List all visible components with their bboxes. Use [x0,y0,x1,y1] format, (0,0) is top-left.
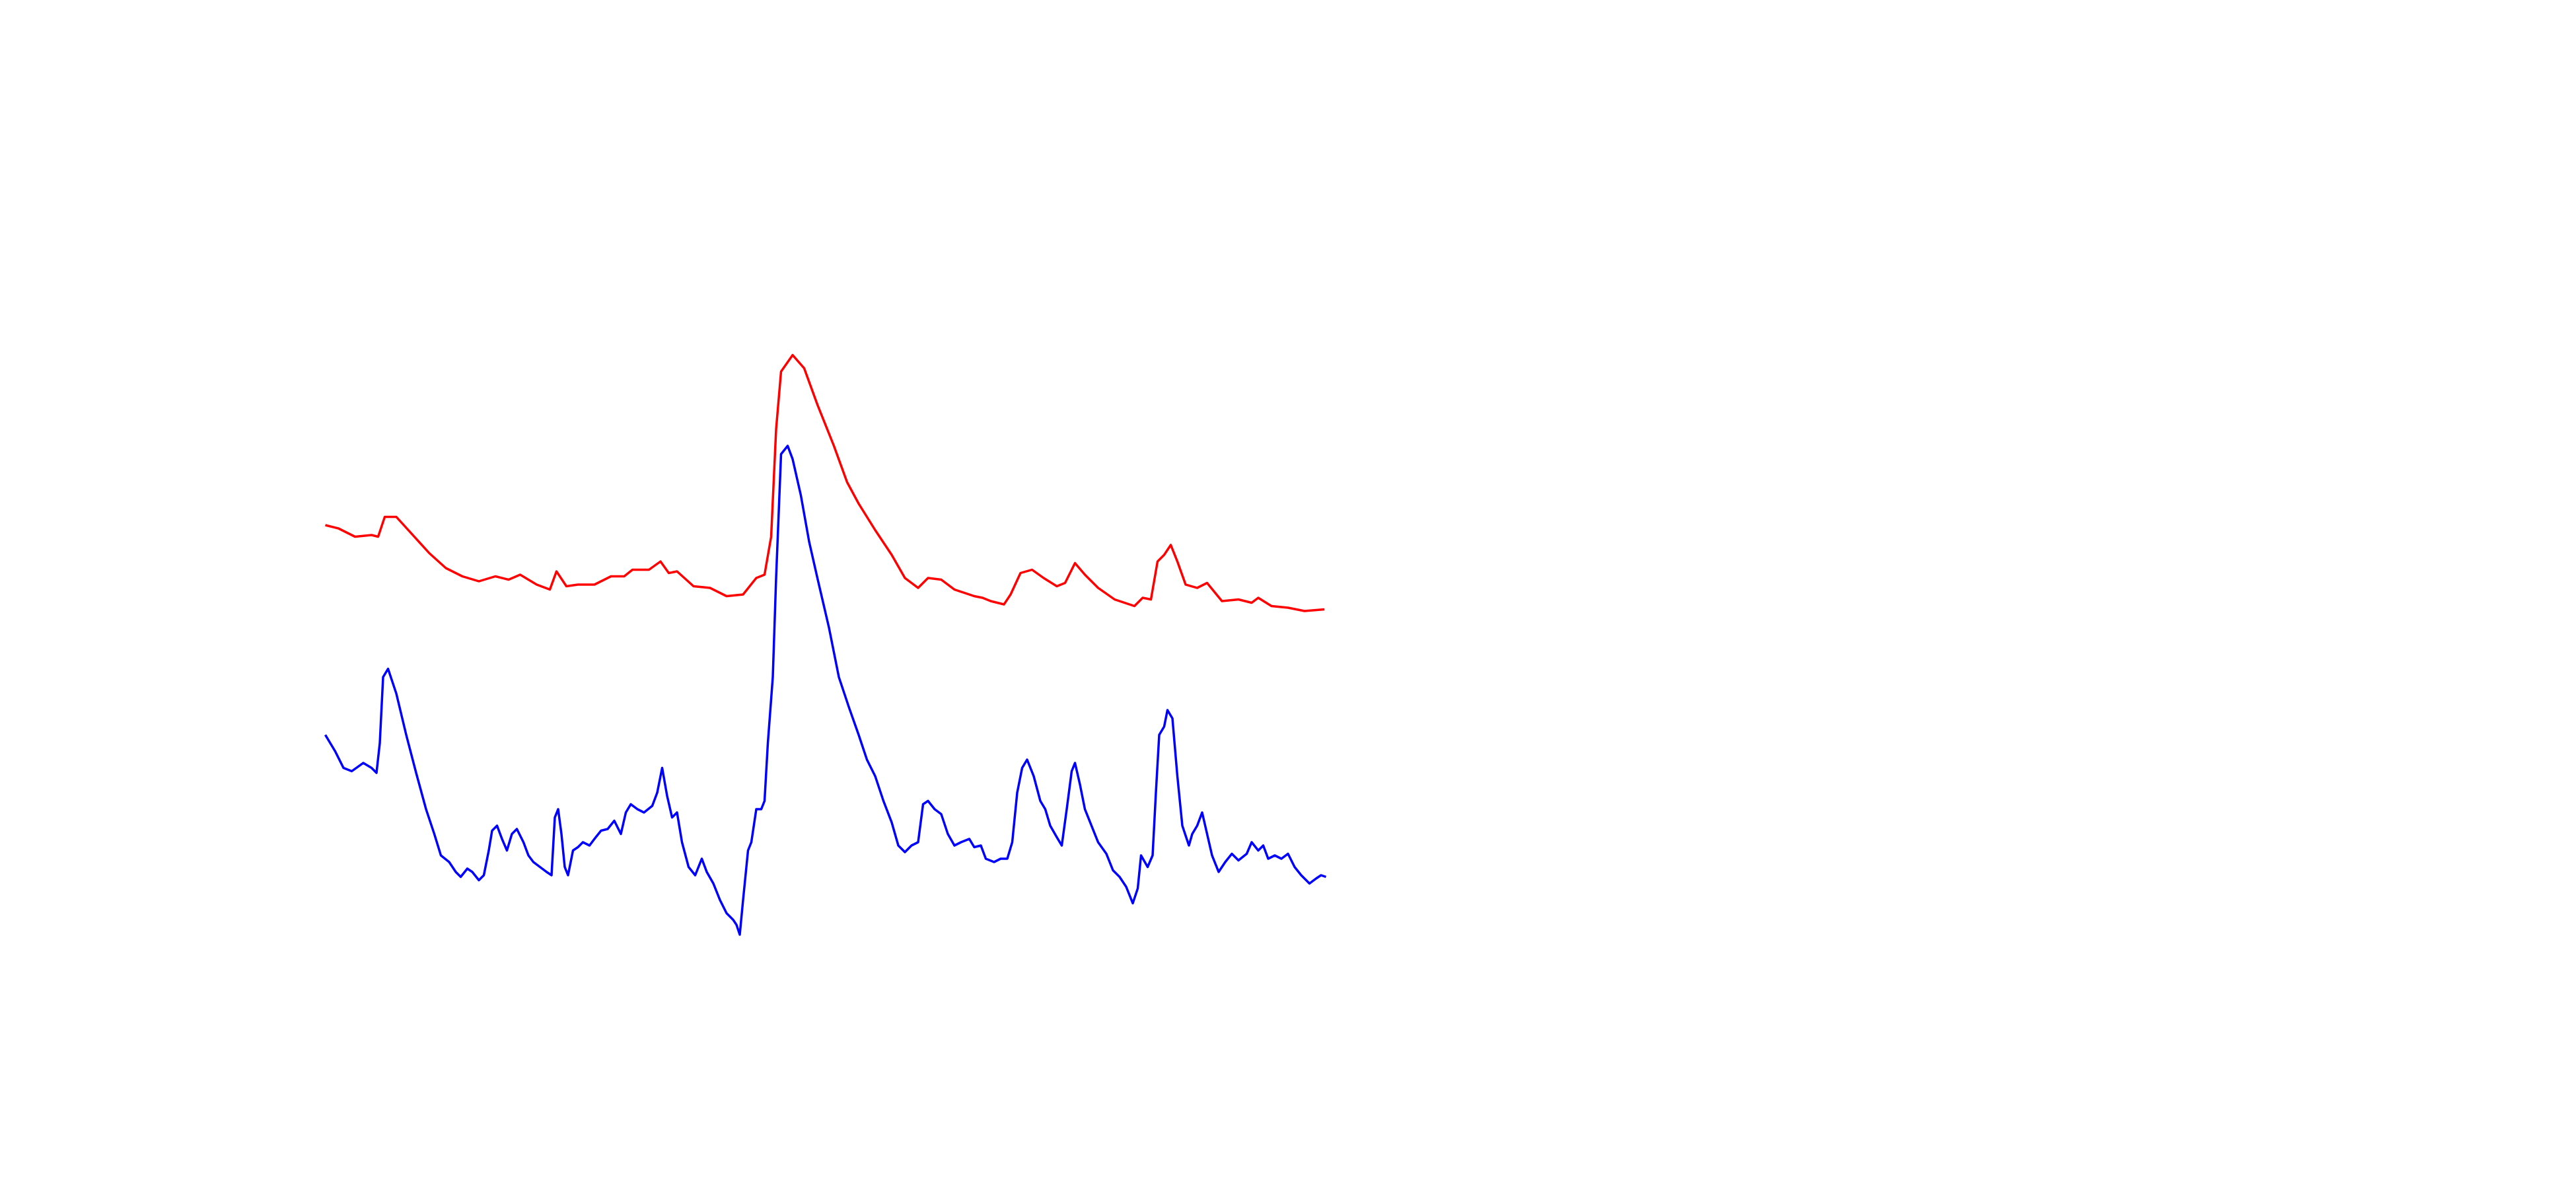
data-line [324,445,1327,936]
data-line [325,353,1325,612]
